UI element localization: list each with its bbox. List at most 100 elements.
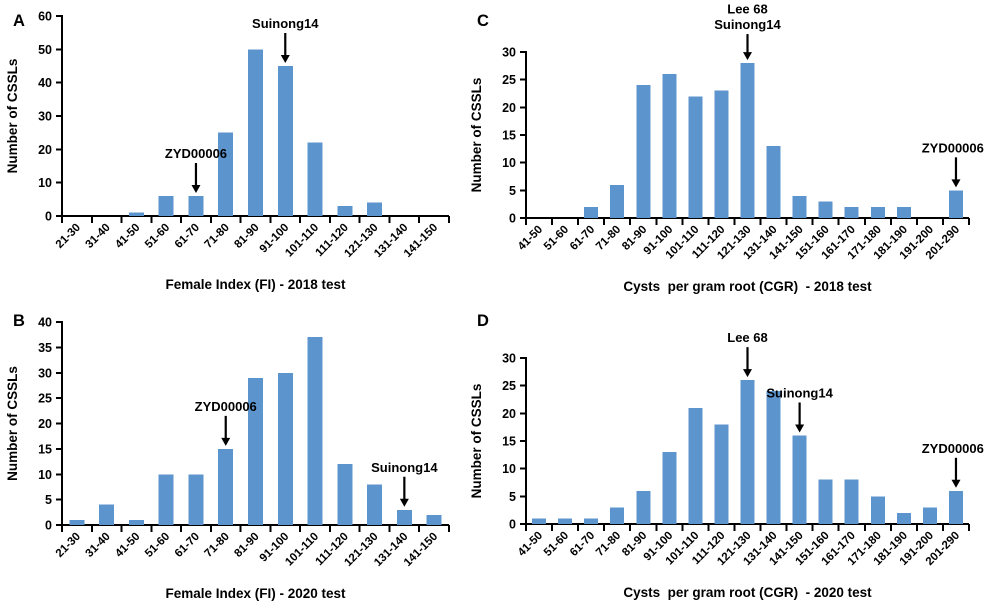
- bar: [688, 407, 703, 524]
- x-tick-label: 51-60: [143, 531, 172, 560]
- bar: [396, 509, 412, 525]
- annotation-arrow-head: [399, 498, 409, 507]
- bar: [337, 464, 353, 525]
- x-tick-label: 71-80: [594, 224, 623, 253]
- bar: [69, 519, 85, 525]
- panel-B-chart: B 0 5 10 15 20 25 30 35 40 21-30 31-40 41-50 51-60 61-…: [5, 312, 450, 601]
- y-tick-label: 10: [38, 176, 52, 190]
- y-tick-label: 5: [509, 184, 516, 198]
- bar: [740, 63, 755, 218]
- x-tick-label: 21-30: [54, 222, 83, 251]
- bar: [662, 74, 677, 218]
- bar: [896, 206, 911, 218]
- bar: [948, 190, 963, 218]
- bar: [818, 479, 833, 524]
- bar: [870, 206, 885, 218]
- bar: [948, 490, 963, 524]
- bar: [128, 212, 144, 216]
- x-tick-label: 61-70: [173, 531, 202, 560]
- bar: [158, 196, 174, 216]
- panel-C: C 0 5 10 15 20 25 30 41-50 51-60 61-70 71-80 81-90 91…: [464, 0, 984, 300]
- y-tick-label: 20: [502, 101, 516, 115]
- bar: [818, 201, 833, 218]
- annotation-arrow-head: [795, 424, 805, 433]
- annotation-label: ZYD00006: [195, 399, 257, 414]
- bar: [337, 206, 353, 216]
- y-tick-label: 40: [38, 316, 52, 330]
- annotation-label: ZYD00006: [922, 140, 984, 155]
- y-tick-label: 15: [502, 129, 516, 143]
- x-axis-title: Female Index (FI) - 2018 test: [165, 277, 346, 292]
- annotation-arrow-head: [280, 55, 290, 63]
- x-tick-label: 31-40: [83, 531, 112, 560]
- x-tick-label: 51-60: [542, 530, 571, 559]
- x-tick-label: 31-40: [83, 222, 112, 251]
- y-tick-label: 20: [38, 417, 52, 431]
- x-tick-label: 41-50: [516, 530, 545, 559]
- y-tick-label: 0: [45, 519, 52, 533]
- annotation-label: Lee 68: [727, 330, 767, 345]
- y-tick-label: 40: [38, 76, 52, 90]
- panel-letter: D: [477, 312, 489, 330]
- bar: [307, 142, 323, 216]
- annotation-arrow-head: [951, 479, 961, 488]
- y-tick-label: 15: [38, 442, 52, 456]
- annotation-arrow-head: [743, 52, 752, 61]
- bar: [248, 49, 263, 217]
- panel-letter: B: [13, 312, 25, 330]
- y-tick-label: 25: [502, 379, 516, 393]
- bar: [128, 519, 144, 525]
- panel-letter: C: [477, 12, 489, 30]
- x-tick-label: 61-70: [568, 530, 597, 559]
- bar: [844, 479, 859, 524]
- bar: [922, 507, 937, 524]
- y-tick-label: 25: [502, 73, 516, 87]
- x-axis-title: Cysts per gram root (CGR) - 2020 test: [623, 585, 872, 600]
- y-tick-label: 30: [38, 366, 52, 380]
- x-tick-label: 51-60: [542, 224, 571, 253]
- panel-B: B 0 5 10 15 20 25 30 35 40 21-30 31-40 41-50 51-60 61-…: [0, 300, 464, 615]
- bar: [218, 448, 234, 525]
- y-tick-label: 30: [502, 46, 516, 60]
- bar: [218, 132, 234, 216]
- bar: [307, 337, 323, 525]
- annotation-arrow-head: [191, 185, 201, 193]
- bar: [367, 484, 383, 525]
- x-tick-label: 71-80: [594, 530, 623, 559]
- bar: [610, 507, 625, 524]
- bar: [188, 196, 204, 216]
- x-tick-label: 71-80: [203, 222, 232, 251]
- y-tick-label: 10: [38, 468, 52, 482]
- y-tick-label: 30: [38, 110, 52, 124]
- panel-letter: A: [13, 12, 25, 30]
- y-tick-label: 25: [38, 392, 52, 406]
- y-tick-label: 5: [45, 493, 52, 507]
- x-tick-label: 61-70: [568, 224, 597, 253]
- bar: [367, 202, 383, 216]
- bar: [426, 514, 442, 525]
- bar: [558, 518, 573, 524]
- bar: [870, 496, 885, 524]
- bar: [188, 474, 204, 525]
- y-axis-title: Number of CSSLs: [469, 78, 484, 193]
- panel-C-chart: C05101520253041-5051-6061-7071-8081-9091…: [469, 2, 984, 294]
- annotation-label: Suinong14: [252, 16, 319, 31]
- annotation-arrow-head: [951, 179, 961, 188]
- y-tick-label: 15: [502, 435, 516, 449]
- y-tick-label: 20: [38, 143, 52, 157]
- bar: [844, 206, 859, 218]
- x-tick-label: 61-70: [173, 222, 202, 251]
- annotation-label: Lee 68: [727, 2, 767, 17]
- y-tick-label: 0: [45, 210, 52, 224]
- x-tick-label: 41-50: [113, 531, 142, 560]
- y-tick-label: 30: [502, 352, 516, 366]
- y-tick-label: 5: [509, 490, 516, 504]
- annotation-arrow-head: [221, 437, 231, 446]
- bar: [248, 377, 263, 525]
- bar: [636, 85, 651, 218]
- annotation-label: ZYD00006: [922, 441, 984, 456]
- bar: [277, 66, 293, 216]
- bar: [99, 504, 115, 525]
- bar: [714, 424, 729, 524]
